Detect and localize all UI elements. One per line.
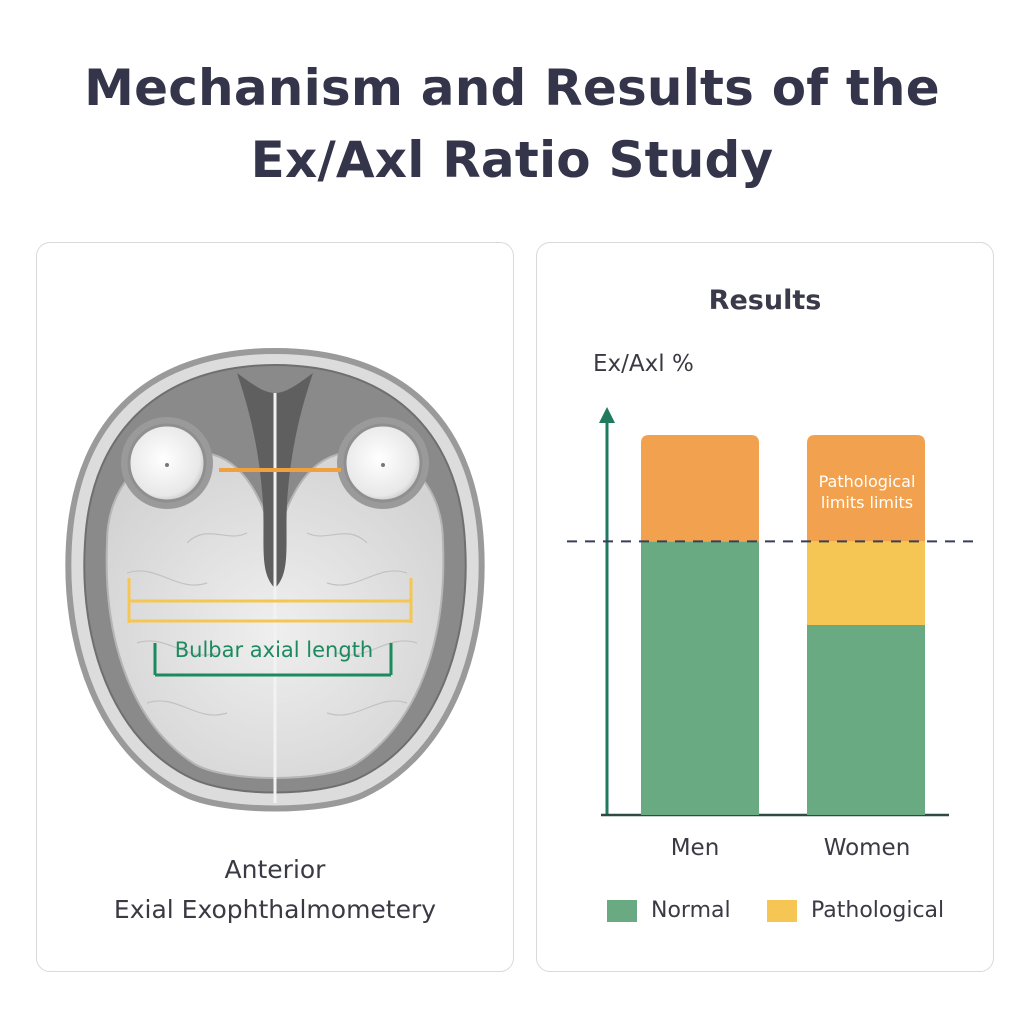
legend-label-normal: Normal [651,898,731,923]
legend-swatch-normal [607,899,637,922]
bar-women-normal [807,625,925,815]
legend-swatch-pathological [767,899,797,922]
annotation-line-2: limits limits [820,493,914,512]
title-line-1: Mechanism and Results of the [84,59,940,117]
results-panel: Results Ex/Axl % Pathological limits lim… [536,242,994,972]
category-label-women: Women [823,835,911,861]
bar-men-normal [641,541,759,815]
bar-men-upper-range [641,435,759,542]
mechanism-panel: Bulbar axial length Anterior Exial Exoph… [36,242,514,972]
legend-normal: Normal [607,898,731,923]
title-line-2: Ex/Axl Ratio Study [250,131,774,189]
annotation-line-1: Pathological [818,472,916,491]
y-axis-arrow [599,407,615,423]
y-axis-label: Ex/Axl % [593,351,694,377]
caption-line-2: Exial Exophthalmometery [113,895,437,924]
green-measure-bracket [153,643,393,677]
bar-women-pathological [807,541,925,625]
bars-group [641,435,925,815]
results-bar-chart [567,407,973,817]
legend-pathological: Pathological [767,898,944,923]
category-label-men: Men [670,835,720,861]
legend-label-pathological: Pathological [811,898,945,923]
orbit-scan-illustration: Bulbar axial length [65,347,485,812]
results-title: Results [708,285,822,316]
bulbar-axial-length-label: Bulbar axial length [175,638,374,662]
page-title: Mechanism and Results of the Ex/Axl Rati… [0,52,1024,196]
yellow-measure-bracket [127,578,413,623]
bar-women-upper-range [807,435,925,542]
caption-line-1: Anterior [224,855,326,884]
pathological-limits-annotation: Pathological limits limits [805,471,929,513]
